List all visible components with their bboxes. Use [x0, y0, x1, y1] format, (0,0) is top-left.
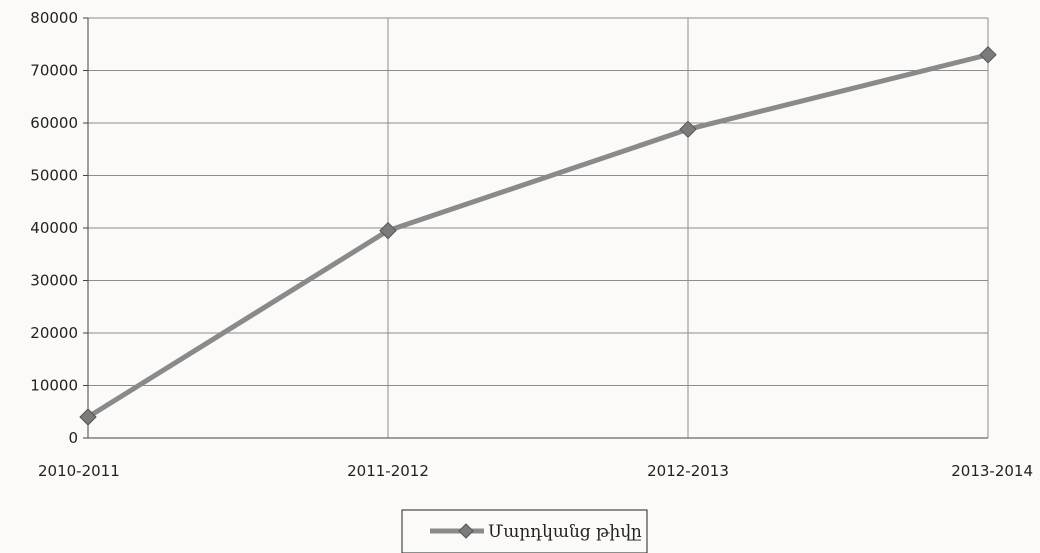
data-point-marker — [679, 120, 697, 139]
data-point-marker — [979, 46, 997, 64]
x-tick-label: 2010-2011 — [38, 462, 120, 480]
axes — [83, 17, 988, 439]
y-tick-label: 80000 — [30, 9, 78, 27]
y-tick-label: 50000 — [30, 167, 78, 185]
x-tick-label: 2012-2013 — [647, 462, 729, 480]
data-point-marker — [379, 221, 397, 240]
x-tick-label: 2011-2012 — [347, 462, 429, 480]
x-tick-label: 2013-2014 — [951, 462, 1033, 480]
y-tick-label: 10000 — [30, 377, 78, 395]
y-tick-label: 40000 — [30, 219, 78, 237]
gridlines — [88, 17, 989, 438]
y-tick-label: 70000 — [30, 62, 78, 80]
legend-box — [401, 509, 648, 553]
x-axis-tick-labels: 2010-2011 2011-2012 2012-2013 2013-2014 — [38, 462, 1033, 480]
data-point-marker — [79, 408, 97, 426]
y-tick-label: 30000 — [30, 272, 78, 290]
legend-label: Մարդկանց թիվը — [488, 522, 642, 542]
legend: Մարդկանց թիվը — [401, 509, 648, 553]
y-tick-label: 0 — [68, 429, 78, 447]
y-tick-label: 20000 — [30, 324, 78, 342]
y-tick-label: 60000 — [30, 114, 78, 132]
y-axis-tick-labels: 0 10000 20000 30000 40000 50000 60000 70000 8000… — [30, 9, 78, 447]
series-layer — [79, 46, 997, 426]
series-line — [86, 52, 989, 420]
legend-swatch-marker — [458, 523, 474, 539]
